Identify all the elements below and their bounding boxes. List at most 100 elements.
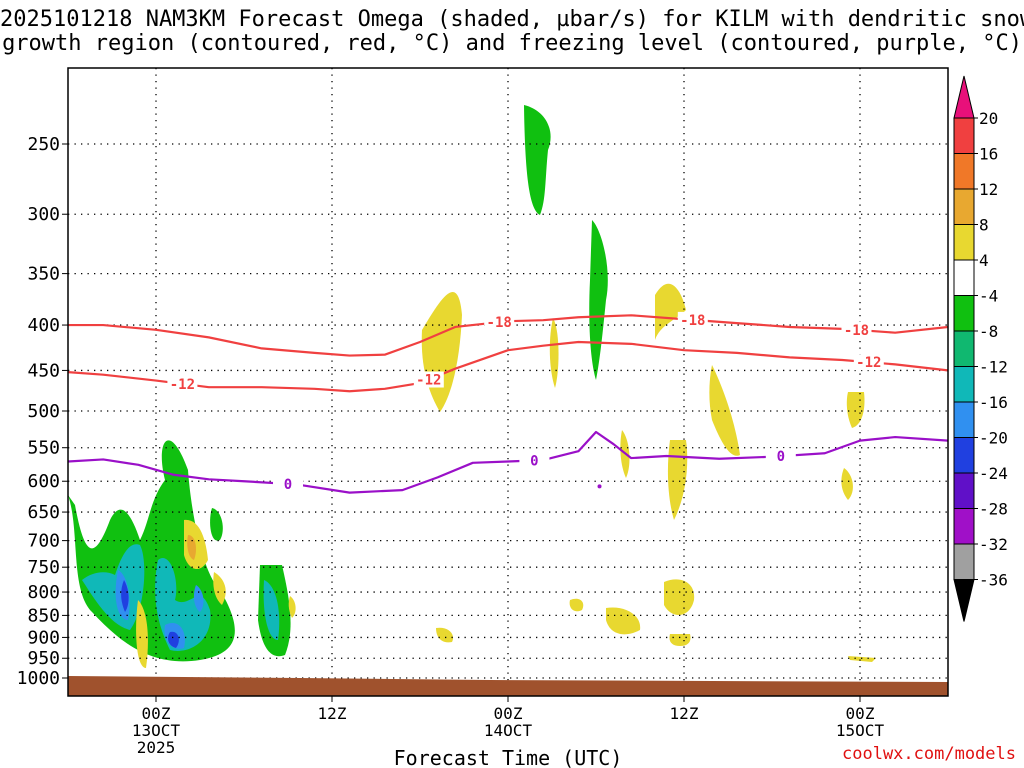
colorbar-label: -8	[979, 322, 998, 341]
colorbar-label: 16	[979, 145, 998, 164]
colorbar-label: 8	[979, 216, 989, 235]
contour-label-bg	[677, 311, 708, 328]
omega-shade-yellow	[848, 656, 876, 662]
omega-shade-yellow	[421, 292, 462, 412]
contour-label-bg	[853, 354, 884, 371]
omega-shade-green	[68, 440, 235, 662]
contour-label: -18	[487, 315, 512, 331]
dgz-minus12-line	[68, 340, 948, 393]
omega-shade-yellow	[436, 627, 454, 643]
colorbar-segment	[953, 295, 975, 332]
y-tick-label: 250	[27, 134, 60, 155]
colorbar-top-arrow	[953, 75, 975, 119]
colorbar-segment	[953, 472, 975, 509]
y-tick-label: 950	[27, 648, 60, 669]
colorbar-segment	[953, 153, 975, 190]
y-tick-label: 750	[27, 557, 60, 578]
contour-label-bg	[841, 321, 872, 338]
x-tick-sub2: 2025	[137, 738, 176, 757]
y-tick-label: 700	[27, 531, 60, 552]
plot-frame	[67, 67, 949, 697]
contour-label-bg	[484, 314, 515, 331]
contour-label: 0	[530, 453, 538, 469]
omega-shade-navy	[121, 580, 129, 612]
colorbar-label: 4	[979, 251, 989, 270]
colorbar-segment	[953, 401, 975, 438]
colorbar-segment	[953, 508, 975, 545]
ground-fill	[68, 676, 948, 696]
site-credit: coolwx.com/models	[842, 744, 1016, 764]
y-tick-label: 600	[27, 471, 60, 492]
colorbar-segment	[953, 543, 975, 580]
contour-label: -12	[416, 373, 441, 389]
colorbar-label: -32	[979, 535, 1008, 554]
colorbar-label: 20	[979, 109, 998, 128]
contour-label-bg	[167, 375, 198, 392]
y-tick-label: 450	[27, 360, 60, 381]
colorbar-segment	[953, 437, 975, 474]
colorbar-label: -36	[979, 571, 1008, 590]
time-gridlines	[155, 68, 861, 696]
omega-shading	[68, 105, 876, 668]
omega-shade-yellow	[664, 579, 695, 616]
contour-label: -12	[170, 377, 195, 393]
y-tick-label: 500	[27, 401, 60, 422]
y-tick-label: 850	[27, 605, 60, 626]
omega-shade-yellow	[569, 598, 584, 612]
colorbar-segment	[953, 117, 975, 154]
y-tick-label: 300	[27, 204, 60, 225]
colorbar-label: -24	[979, 464, 1008, 483]
x-tick-label: 12Z	[318, 704, 347, 723]
contour-label: -18	[844, 323, 869, 339]
x-tick-sub1: 14OCT	[484, 721, 533, 740]
omega-shade-green	[210, 508, 223, 541]
colorbar-segment	[953, 188, 975, 225]
omega-shade-yellow	[136, 600, 148, 668]
colorbar-segment	[953, 330, 975, 367]
dgz-minus18-line	[68, 314, 948, 357]
omega-shade-yellow	[213, 572, 226, 605]
contour-label: -18	[680, 313, 705, 329]
colorbar-label: 12	[979, 180, 998, 199]
contour-label: -12	[856, 355, 881, 371]
omega-shade-yellow	[846, 392, 865, 428]
omega-shade-yellow	[184, 519, 208, 570]
contour-label-bg	[273, 475, 303, 492]
omega-shade-yellow	[669, 634, 691, 646]
y-tick-label: 800	[27, 582, 60, 603]
omega-shade-yellow	[606, 607, 641, 635]
omega-shade-teal	[263, 580, 280, 640]
y-tick-label: 350	[27, 264, 60, 285]
freezing-level-line	[68, 430, 948, 494]
colorbar-segment	[953, 366, 975, 403]
colorbar-label: -4	[979, 287, 998, 306]
omega-shade-yellow	[655, 283, 686, 340]
x-tick-sub1: 13OCT	[132, 721, 181, 740]
colorbar-segment	[953, 224, 975, 261]
contour-label-bg	[765, 448, 796, 465]
freezing-level-dot	[597, 484, 602, 489]
x-tick-label: 00Z	[494, 704, 523, 723]
x-tick-label: 00Z	[846, 704, 875, 723]
x-axis-title: Forecast Time (UTC)	[394, 746, 623, 768]
chart-title-line1: 2025101218 NAM3KM Forecast Omega (shaded…	[0, 7, 1024, 32]
colorbar-label: -28	[979, 500, 1008, 519]
y-tick-label: 1000	[17, 668, 60, 689]
contour-label-bg	[519, 452, 550, 469]
y-tick-label: 400	[27, 315, 60, 336]
contour-label: 0	[284, 477, 292, 493]
colorbar-segment	[953, 259, 975, 296]
y-tick-label: 900	[27, 627, 60, 648]
omega-shade-green	[524, 105, 551, 215]
colorbar-bottom-arrow	[953, 579, 975, 622]
x-tick-label: 12Z	[670, 704, 699, 723]
y-axis-labels: 2503003504004505005506006507007508008509…	[17, 134, 68, 689]
colorbar-label: -16	[979, 393, 1008, 412]
colorbar-legend: 20 16 12 8 4 -4 -8 -12 -16 -20 -24 -28 -32 -36	[953, 75, 1008, 622]
x-tick-label: 00Z	[142, 704, 171, 723]
contour-label: 0	[777, 449, 785, 465]
temperature-contours: -18 -18 -18 -12 -12 -12 0 0 0	[68, 311, 948, 494]
omega-shade-yellow	[549, 318, 559, 388]
colorbar-label: -20	[979, 429, 1008, 448]
